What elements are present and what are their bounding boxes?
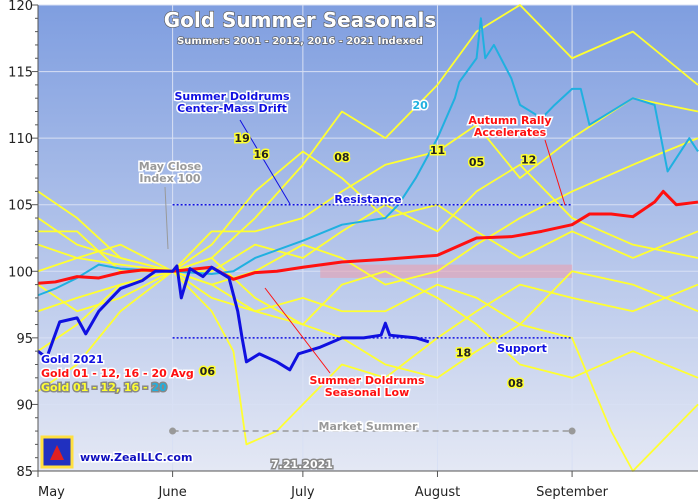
axes: 85 90 95 100 105 110 115 120 May June July August Se… [8,0,698,500]
legend: Gold 2021 Gold 01 - 12, 16 - 20 Avg Gold… [40,352,196,396]
annotation-arrow [544,139,566,206]
annotation-label: 7.21.2021 [271,458,333,471]
year-label: 20 [412,99,428,112]
annotation-label: Resistance [334,193,401,206]
x-tick-label: May [38,485,65,500]
gold-year-line [37,4,699,273]
annotation-arrow [239,119,291,205]
annotation-label-line2: Seasonal Low [325,386,410,399]
gold-year-line [37,270,699,326]
x-tick-label: September [536,485,609,500]
y-tick-label: 110 [8,132,33,147]
y-tick-label: 95 [16,332,33,347]
year-label: 19 [234,132,249,145]
watermark-url: www.ZealLLC.com [80,451,192,464]
gold-avg-line [37,189,699,285]
market-summer-marker [568,427,576,435]
x-tick-label: June [157,485,186,500]
annotation-label-line2: Center-Mass Drift [177,102,287,115]
zeal-logo: www.ZealLLC.com [40,435,194,469]
legend-years-text: Gold 01 - 12, 16 - [41,381,151,394]
annotation-label: Market Summer [319,420,419,433]
gold-year-line [37,150,699,273]
series-lines [37,4,699,472]
annotation-label-line2: Index 100 [139,172,200,185]
year-label: 11 [430,144,445,157]
market-summer-marker [169,427,177,435]
annotation-label: Summer Doldrums [310,374,425,387]
annotation-label: Summer Doldrums [175,90,290,103]
year-label: 05 [469,156,484,169]
annotation-arrow [164,186,169,250]
y-tick-label: 105 [8,199,33,214]
legend-gold-2021: Gold 2021 [41,353,104,366]
annotation-label: Autumn Rally [468,114,551,127]
gold-year-line [37,270,699,379]
year-label: 08 [508,377,523,390]
year-label: 18 [456,346,471,359]
chart-title: Gold Summer Seasonals [164,8,437,32]
y-tick-label: 115 [8,66,33,81]
y-tick-label: 100 [8,265,33,280]
gold-2020-line [37,17,699,297]
gold-2021-line [37,264,430,372]
year-label: 06 [200,365,216,378]
x-tick-label: July [290,485,315,500]
legend-gold-avg: Gold 01 - 12, 16 - 20 Avg [41,367,194,380]
chart-subtitle: Summers 2001 - 2012, 2016 - 2021 Indexed [177,36,423,47]
year-label: 12 [521,153,536,166]
year-label: 16 [253,148,269,161]
y-tick-label: 85 [16,465,33,480]
gold-year-line [37,257,699,472]
x-tick-label: August [415,485,461,500]
annotation-label-line2: Accelerates [474,126,547,139]
seasonal-band [320,264,573,278]
annotation-arrow [264,287,331,374]
gold-year-line [37,97,699,273]
annotation-label: May Close [139,160,201,173]
y-tick-label: 90 [16,398,33,413]
y-tick-label: 120 [8,0,33,14]
legend-gold-years: Gold 01 - 12, 16 - 20 [41,381,167,394]
guide-lines [169,203,576,435]
year-label: 08 [334,151,349,164]
annotation-label: Support [497,342,547,355]
legend-years-suffix: 20 [151,381,167,394]
